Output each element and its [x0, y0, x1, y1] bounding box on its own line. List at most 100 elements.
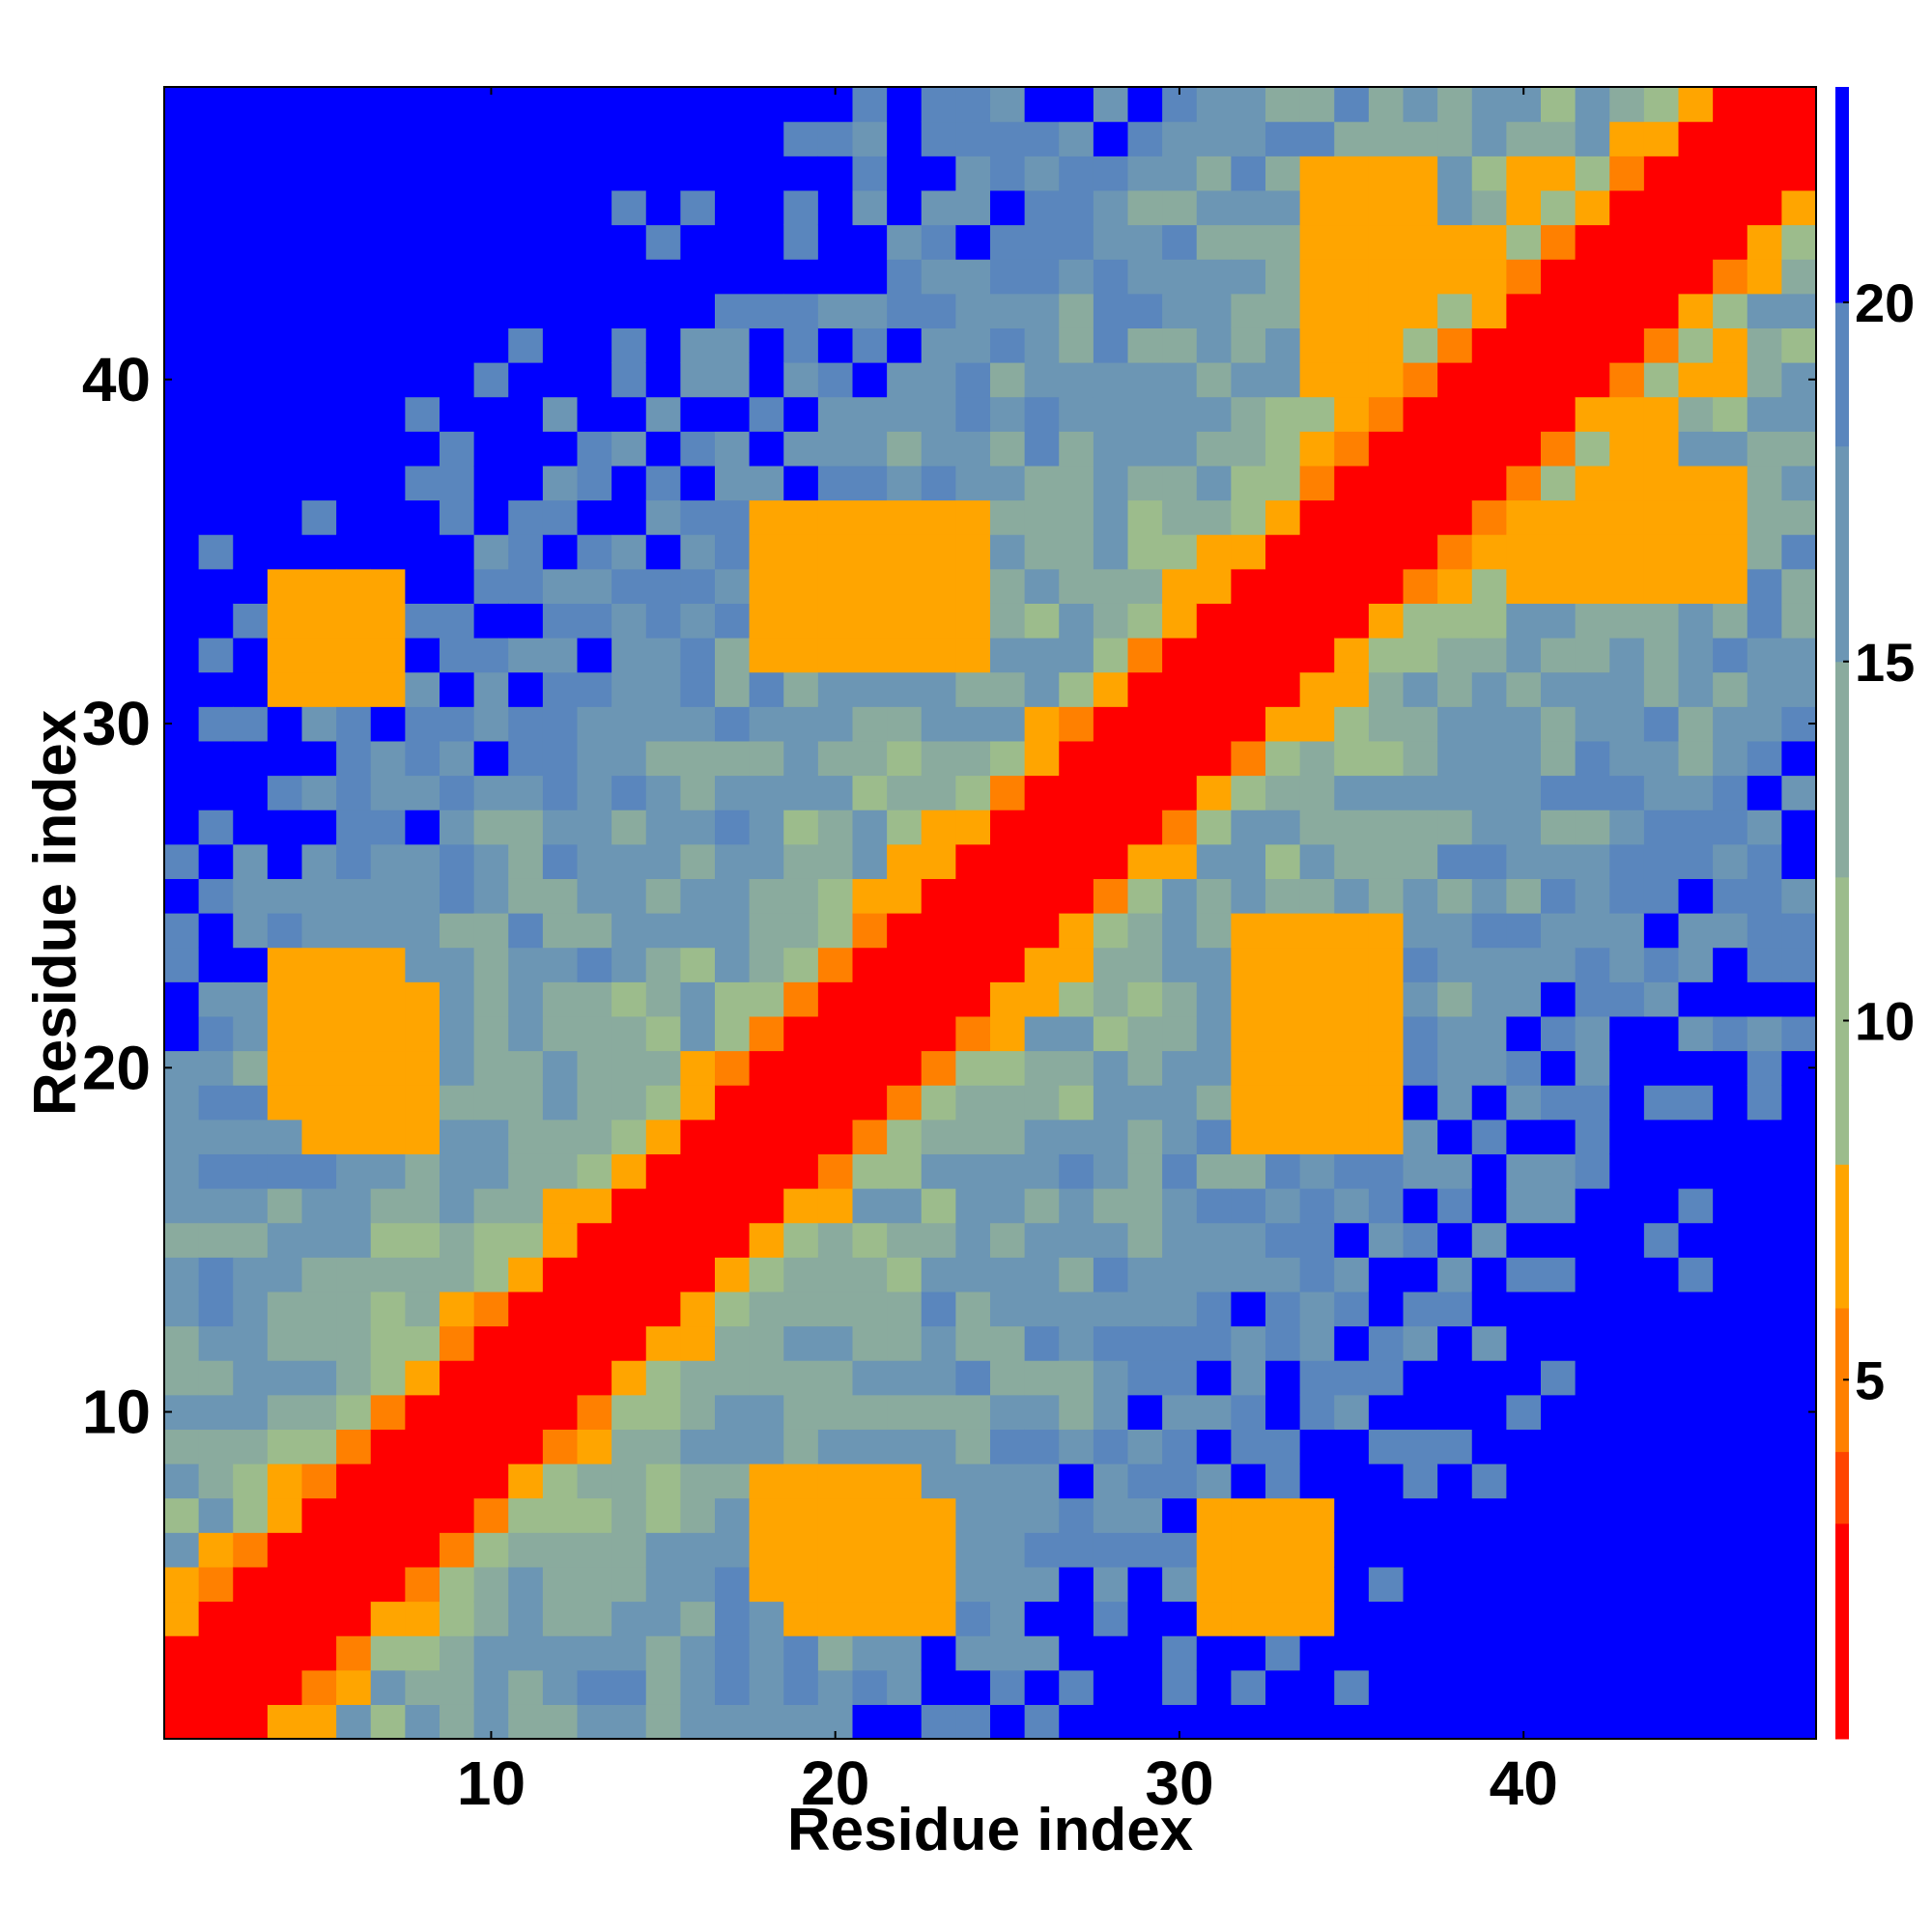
- heatmap-cell: [1024, 1566, 1060, 1603]
- heatmap-cell: [1024, 775, 1060, 810]
- heatmap-cell: [1299, 327, 1335, 363]
- heatmap-cell: [1024, 156, 1060, 191]
- heatmap-cell: [1678, 1257, 1714, 1293]
- heatmap-cell: [783, 981, 819, 1017]
- heatmap-cell: [715, 671, 751, 707]
- heatmap-cell: [1368, 396, 1405, 432]
- heatmap-cell: [440, 121, 475, 156]
- heatmap-cell: [921, 1532, 956, 1568]
- heatmap-cell: [1643, 603, 1680, 639]
- heatmap-cell: [645, 775, 681, 810]
- heatmap-cell: [577, 1360, 612, 1396]
- heatmap-cell: [680, 1704, 716, 1740]
- heatmap-cell: [440, 568, 475, 604]
- heatmap-cell: [1368, 1669, 1405, 1705]
- heatmap-cell: [1609, 121, 1645, 156]
- heatmap-cell: [267, 1601, 303, 1636]
- heatmap-cell: [1713, 568, 1748, 604]
- heatmap-cell: [852, 1119, 888, 1154]
- heatmap-cell: [301, 568, 337, 604]
- heatmap-cell: [164, 1257, 200, 1293]
- heatmap-cell: [611, 843, 647, 879]
- heatmap-cell: [1059, 1360, 1094, 1396]
- heatmap-cell: [1231, 1360, 1266, 1396]
- heatmap-cell: [783, 396, 819, 432]
- heatmap-cell: [1506, 775, 1542, 810]
- heatmap-cell: [1162, 1222, 1198, 1258]
- heatmap-cell: [1265, 981, 1301, 1017]
- heatmap-cell: [301, 499, 337, 535]
- heatmap-cell: [1678, 1291, 1714, 1327]
- heatmap-cell: [1231, 1429, 1266, 1464]
- heatmap-cell: [817, 1291, 854, 1327]
- heatmap-cell: [1643, 534, 1680, 570]
- heatmap-cell: [645, 465, 681, 501]
- heatmap-cell: [1162, 1635, 1198, 1671]
- heatmap-cell: [680, 878, 716, 914]
- heatmap-cell: [1024, 1394, 1060, 1430]
- heatmap-cell: [1334, 740, 1370, 777]
- heatmap-cell: [611, 1394, 647, 1430]
- heatmap-cell: [233, 706, 269, 742]
- heatmap-cell: [1575, 327, 1610, 363]
- heatmap-cell: [1541, 87, 1577, 123]
- heatmap-cell: [1059, 1532, 1094, 1568]
- heatmap-cell: [955, 740, 991, 777]
- heatmap-cell: [817, 638, 854, 673]
- heatmap-cell: [1231, 1394, 1266, 1430]
- heatmap-cell: [336, 1601, 372, 1636]
- heatmap-cell: [198, 603, 234, 639]
- heatmap-cell: [370, 293, 406, 328]
- heatmap-cell: [1643, 1119, 1680, 1154]
- heatmap-cell: [164, 1153, 200, 1189]
- heatmap-cell: [440, 671, 475, 707]
- heatmap-cell: [440, 843, 475, 879]
- heatmap-cell: [1403, 1532, 1438, 1568]
- heatmap-cell: [1713, 1601, 1748, 1636]
- heatmap-cell: [1196, 1015, 1232, 1052]
- heatmap-cell: [1437, 775, 1473, 810]
- heatmap-cell: [990, 913, 1026, 949]
- heatmap-cell: [1162, 603, 1198, 639]
- heatmap-cell: [1299, 568, 1335, 604]
- heatmap-cell: [921, 1669, 956, 1705]
- heatmap-cell: [611, 121, 647, 156]
- heatmap-cell: [1024, 1463, 1060, 1499]
- heatmap-cell: [1541, 1222, 1577, 1258]
- heatmap-cell: [1196, 1669, 1232, 1705]
- heatmap-cell: [611, 706, 647, 742]
- heatmap-cell: [1575, 293, 1610, 328]
- heatmap-cell: [783, 843, 819, 879]
- heatmap-cell: [405, 1429, 440, 1464]
- heatmap-cell: [611, 1050, 647, 1086]
- heatmap-cell: [1713, 1085, 1748, 1121]
- heatmap-cell: [1127, 189, 1163, 226]
- heatmap-cell: [1678, 947, 1714, 982]
- heatmap-cell: [198, 1463, 234, 1499]
- heatmap-cell: [1506, 568, 1542, 604]
- heatmap-cell: [783, 1188, 819, 1224]
- heatmap-cell: [645, 878, 681, 914]
- heatmap-cell: [1093, 1291, 1129, 1327]
- heatmap-cell: [267, 189, 303, 226]
- heatmap-cell: [921, 1222, 956, 1258]
- heatmap-cell: [370, 1257, 406, 1293]
- heatmap-cell: [887, 121, 923, 156]
- heatmap-cell: [440, 1669, 475, 1705]
- heatmap-cell: [1368, 1015, 1405, 1052]
- heatmap-cell: [1781, 121, 1817, 156]
- heatmap-cell: [1196, 603, 1232, 639]
- heatmap-cell: [1506, 1566, 1542, 1603]
- heatmap-cell: [1781, 1497, 1817, 1533]
- heatmap-cell: [267, 1360, 303, 1396]
- heatmap-cell: [1403, 706, 1438, 742]
- heatmap-cell: [1162, 1119, 1198, 1154]
- heatmap-cell: [1024, 1015, 1060, 1052]
- heatmap-cell: [645, 1566, 681, 1603]
- heatmap-cell: [955, 121, 991, 156]
- y-tick-label: 30: [82, 689, 151, 758]
- heatmap-cell: [1368, 534, 1405, 570]
- heatmap-cell: [473, 121, 509, 156]
- heatmap-cell: [164, 1085, 200, 1121]
- heatmap-cell: [301, 1222, 337, 1258]
